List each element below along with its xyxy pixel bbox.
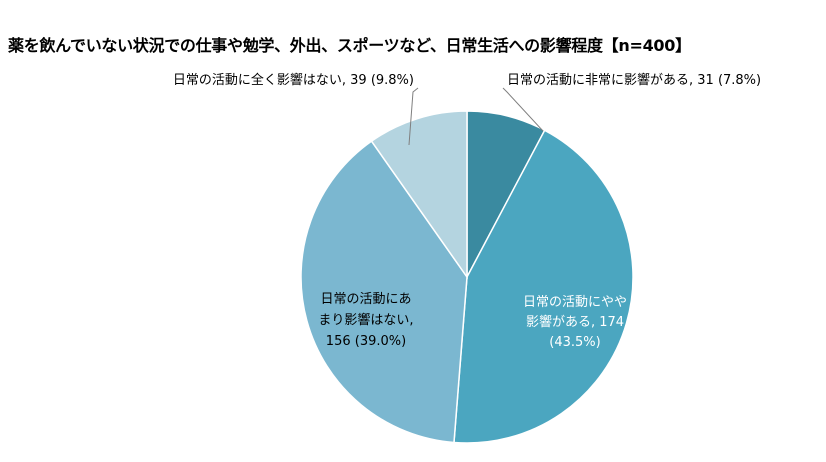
slice-labels: 日常の活動に非常に影響がある, 31 (7.8%) 日常の活動にやや影響がある, … xyxy=(173,72,761,350)
slice-label-4: 日常の活動に全く影響はない, 39 (9.8%) xyxy=(173,72,414,88)
slice-label-4-line-1: 日常の活動に全く影響はない, 39 (9.8%) xyxy=(173,72,414,88)
chart-title: 薬を飲んでいない状況での仕事や勉学、外出、スポーツなど、日常生活への影響程度【n… xyxy=(8,36,691,55)
pie-slices xyxy=(300,110,634,444)
slice-label-3-line-1: 日常の活動にあ xyxy=(320,292,411,307)
pie-slice-2 xyxy=(453,129,634,444)
leader-line-4 xyxy=(408,87,419,146)
slice-label-2: 日常の活動にやや影響がある, 174 (43.5%) xyxy=(523,295,627,350)
slice-label-3: 日常の活動にあまり影響はない, 156 (39.0%) xyxy=(318,292,413,349)
slice-label-2-line-1: 日常の活動にやや xyxy=(523,295,627,310)
slice-label-2-line-3: (43.5%) xyxy=(549,335,600,350)
slice-label-1-line-1: 日常の活動に非常に影響がある, 31 (7.8%) xyxy=(507,72,761,88)
slice-label-2-line-2: 影響がある, 174 xyxy=(526,314,624,330)
slice-label-3-line-3: 156 (39.0%) xyxy=(326,334,406,349)
leader-line-1 xyxy=(502,87,544,132)
pie-slice-3 xyxy=(300,140,468,444)
slice-label-3-line-2: まり影響はない, xyxy=(318,312,413,328)
slice-label-1: 日常の活動に非常に影響がある, 31 (7.8%) xyxy=(507,72,761,88)
leader-lines xyxy=(408,87,544,146)
pie-slice-4 xyxy=(370,110,468,280)
